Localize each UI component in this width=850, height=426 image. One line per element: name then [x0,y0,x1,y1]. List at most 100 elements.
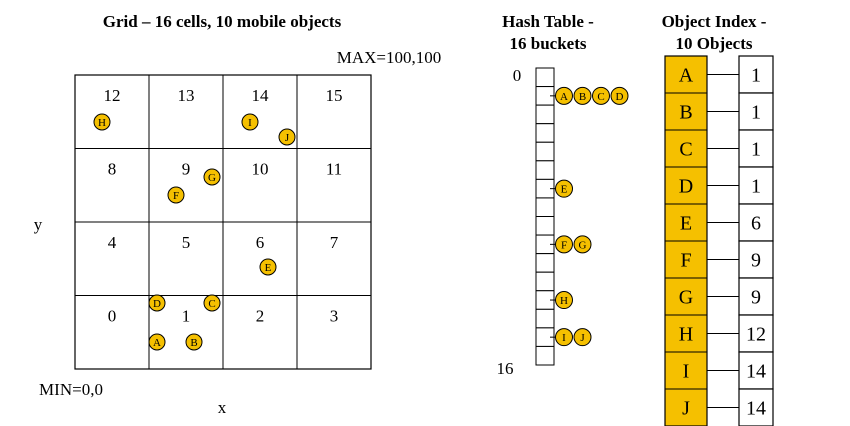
hash-bucket [535,271,555,292]
index-cell-value: 1 [751,102,761,124]
index-cell-value: 9 [751,287,761,309]
grid-cell-number: 4 [108,233,117,252]
grid-object-h: H [93,113,111,131]
index-object-label: B [679,102,692,124]
index-cell-value: 1 [751,176,761,198]
grid-object-a: A [148,333,166,351]
index-cell-box [738,129,774,168]
svg-text:C: C [597,91,604,103]
grid-cell-number: 3 [330,307,339,326]
index-cell-value: 12 [746,324,766,346]
y-axis-label: y [34,215,43,234]
object-index-title-line2: 10 Objects [676,34,753,53]
svg-text:B: B [190,337,197,349]
grid-cell-number: 14 [252,86,270,105]
hash-object-c: C [592,86,610,105]
index-cell-box [738,388,774,426]
hash-bucket [535,216,555,236]
hash-bucket [535,160,555,180]
svg-text:B: B [579,91,586,103]
index-cell-value: 14 [746,398,766,420]
hash-object-h: H [555,291,573,310]
grid-object-f: F [167,186,185,204]
svg-text:D: D [616,91,624,103]
svg-text:H: H [560,295,568,307]
grid-cell-number: 5 [182,233,191,252]
svg-text:J: J [580,332,585,344]
object-index: A 1 B 1 C 1 D 1 E 6 F 9 G 9 H 12 I 14 J 14 [664,55,774,426]
index-cell-box [738,277,774,316]
hash-bucket [535,345,555,366]
grid-cell-number: 13 [178,86,195,105]
hash-bucket [535,141,555,162]
svg-text:F: F [173,190,179,202]
hash-table: A B C DEF GHI J [535,67,629,366]
grid-object-c: C [203,294,221,312]
index-object-label: G [679,287,693,309]
grid-cell-number: 8 [108,160,117,179]
grid-object-d: D [148,294,166,312]
grid-cell-number: 1 [182,307,191,326]
grid-object-i: I [241,113,259,131]
index-cell-box [738,92,774,131]
grid-object-g: G [203,168,221,186]
grid-cell-number: 10 [252,160,269,179]
hash-object-j: J [573,328,592,347]
index-object-label: I [683,361,690,383]
index-object-label: D [679,176,693,198]
svg-text:I: I [248,117,252,129]
index-object-label: C [679,139,692,161]
object-index-title-line1: Object Index - [662,12,767,31]
index-cell-value: 9 [751,250,761,272]
svg-text:E: E [265,262,272,274]
max-label: MAX=100,100 [337,48,442,67]
hash-object-g: G [573,235,592,254]
index-object-label: H [679,324,693,346]
hash-object-e: E [555,179,573,198]
svg-text:J: J [285,132,290,144]
hash-table-title-line1: Hash Table - [502,12,594,31]
svg-text:E: E [561,184,568,196]
svg-text:A: A [153,337,161,349]
hash-bucket [535,253,555,273]
hash-bucket [535,197,555,217]
grid-cell-number: 2 [256,307,265,326]
grid-cell-number: 11 [326,160,342,179]
svg-text:A: A [560,91,568,103]
min-label: MIN=0,0 [39,380,103,399]
index-object-label: A [679,65,694,87]
svg-text:I: I [562,332,566,344]
grid-cell-number: 9 [182,160,191,179]
grid-cell-number: 15 [326,86,343,105]
index-cell-value: 1 [751,139,761,161]
grid-cell-number: 6 [256,233,265,252]
index-cell-box [738,55,774,94]
hash-table-title-line2: 16 buckets [510,34,587,53]
index-cell-box [738,314,774,353]
hash-object-d: D [610,86,629,105]
hash-top-label: 0 [513,66,522,85]
grid-title: Grid – 16 cells, 10 mobile objects [103,12,342,31]
index-object-label: F [680,250,691,272]
svg-text:F: F [561,239,567,251]
index-cell-box [738,166,774,205]
grid-object-e: E [259,258,277,276]
hash-object-i: I [555,328,573,347]
hash-bottom-label: 16 [497,359,514,378]
grid-cell-number: 7 [330,233,339,252]
index-object-label: E [680,213,692,235]
index-cell-box [738,240,774,279]
grid-object-j: J [278,128,296,146]
grid-object-b: B [185,333,203,351]
hash-bucket [535,123,555,143]
svg-text:G: G [208,172,216,184]
hash-bucket [535,104,555,125]
hash-object-f: F [555,235,573,254]
grid-cell-number: 0 [108,307,117,326]
hash-object-a: A [555,86,573,105]
